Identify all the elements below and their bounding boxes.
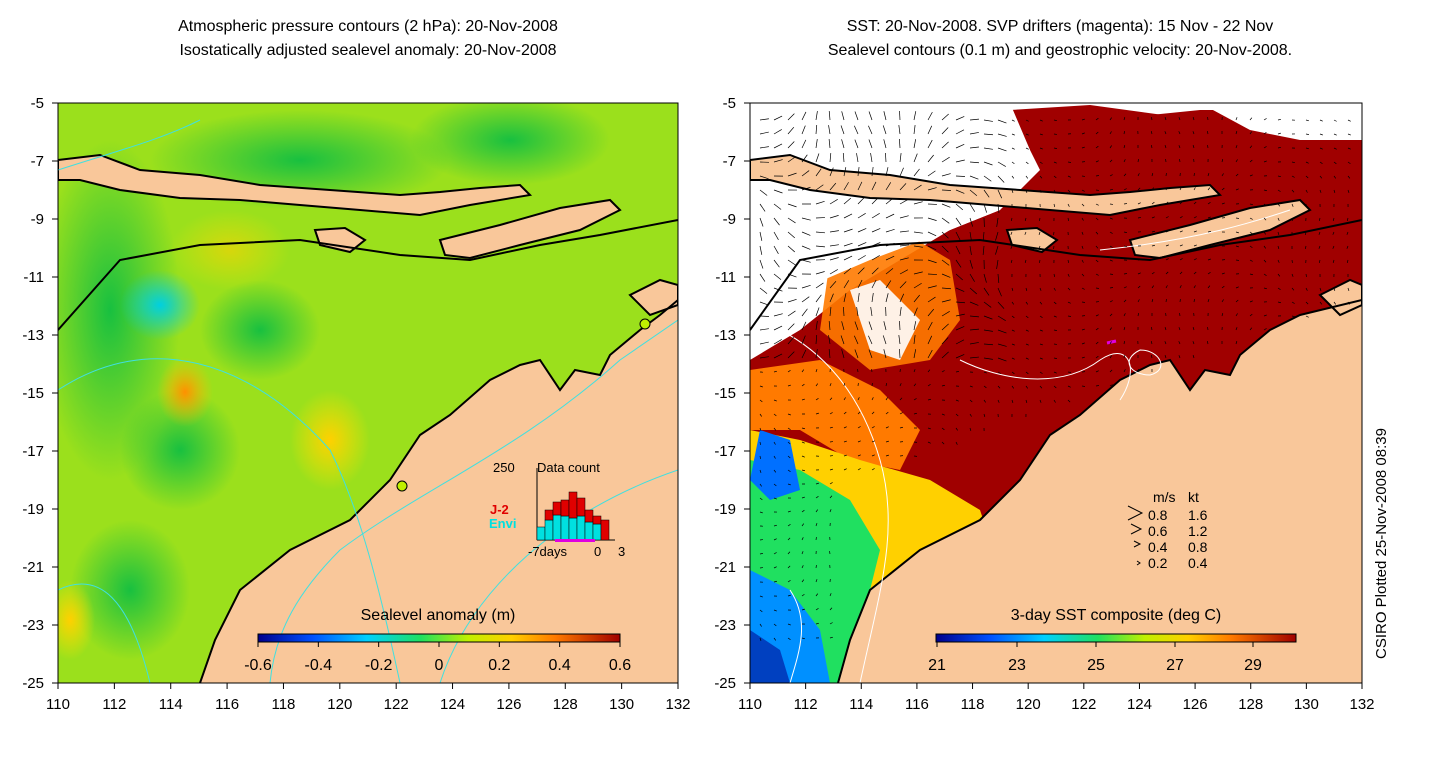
speed-row-ms: 0.2	[1148, 555, 1168, 571]
left-y-tick-label: -9	[31, 211, 44, 228]
left-x-tick-label: 124	[440, 696, 465, 713]
left-colorbar-tick: -0.4	[305, 657, 333, 674]
inset-title: Data count	[537, 460, 600, 475]
left-y-tick-label: -15	[22, 385, 44, 402]
right-y-tick-label: -25	[714, 675, 736, 692]
left-x-tick-label: 130	[609, 696, 634, 713]
legend-envi: Envi	[489, 516, 516, 531]
left-colorbar-tick: 0.4	[549, 657, 571, 674]
right-y-tick-label: -15	[714, 385, 736, 402]
right-x-tick-label: 122	[1071, 696, 1096, 713]
right-x-tick-label: 124	[1127, 696, 1152, 713]
right-x-tick-label: 110	[738, 696, 762, 713]
left-y-tick-label: -13	[22, 327, 44, 344]
left-x-tick-label: 118	[271, 696, 295, 713]
right-colorbar-tick: 21	[928, 657, 946, 674]
right-x-tick-label: 132	[1349, 696, 1374, 713]
right-y-tick-label: -17	[714, 443, 736, 460]
right-title-line2: Sealevel contours (0.1 m) and geostrophi…	[750, 41, 1370, 61]
right-y-tick-label: -11	[715, 269, 736, 286]
speed-row-ms: 0.4	[1148, 539, 1168, 555]
right-x-tick-label: 126	[1183, 696, 1208, 713]
left-colorbar-label: Sealevel anomaly (m)	[361, 607, 516, 624]
left-x-tick-label: 132	[665, 696, 690, 713]
left-colorbar-tick: 0	[435, 657, 444, 674]
left-x-tick-label: 112	[102, 696, 126, 713]
inset-x-label: 0	[594, 544, 601, 559]
left-colorbar-tick: 0.2	[488, 657, 510, 674]
right-x-tick-label: 118	[961, 696, 985, 713]
left-y-tick-label: -19	[22, 501, 44, 518]
speed-header-kt: kt	[1188, 489, 1199, 505]
right-x-tick-label: 128	[1238, 696, 1263, 713]
left-y-tick-label: -7	[31, 153, 44, 170]
right-map	[750, 103, 1362, 683]
left-y-tick-label: -23	[22, 617, 44, 634]
right-x-tick-label: 114	[849, 696, 873, 713]
legend-j2: J-2	[490, 502, 509, 517]
speed-row-kt: 1.6	[1188, 507, 1208, 523]
right-y-tick-label: -19	[714, 501, 736, 518]
right-y-tick-label: -9	[723, 211, 736, 228]
left-colorbar-tick: -0.2	[365, 657, 393, 674]
left-x-tick-label: 110	[46, 696, 70, 713]
left-x-tick-label: 128	[553, 696, 578, 713]
right-y-tick-label: -7	[723, 153, 736, 170]
speed-row-kt: 1.2	[1188, 523, 1208, 539]
right-title-line1: SST: 20-Nov-2008. SVP drifters (magenta)…	[750, 17, 1370, 37]
left-x-tick-label: 122	[384, 696, 409, 713]
left-x-tick-label: 114	[159, 696, 183, 713]
speed-row-kt: 0.8	[1188, 539, 1208, 555]
speed-header-ms: m/s	[1153, 489, 1176, 505]
right-colorbar-tick: 29	[1244, 657, 1262, 674]
right-y-tick-label: -5	[723, 95, 736, 112]
right-y-tick-label: -21	[714, 559, 736, 576]
left-colorbar-tick: -0.6	[244, 657, 272, 674]
right-y-tick-label: -13	[714, 327, 736, 344]
right-x-tick-label: 116	[905, 696, 929, 713]
left-x-tick-label: 116	[215, 696, 239, 713]
right-colorbar-tick: 27	[1166, 657, 1184, 674]
speed-row-ms: 0.8	[1148, 507, 1168, 523]
left-y-tick-label: -25	[22, 675, 44, 692]
left-y-tick-label: -17	[22, 443, 44, 460]
tide-gauge-marker	[640, 319, 650, 329]
right-colorbar-tick: 25	[1087, 657, 1105, 674]
right-colorbar-label: 3-day SST composite (deg C)	[1011, 607, 1221, 624]
plot-credit: CSIRO Plotted 25-Nov-2008 08:39	[1373, 428, 1390, 659]
left-title-line2: Isostatically adjusted sealevel anomaly:…	[58, 41, 678, 61]
left-y-tick-label: -11	[23, 269, 44, 286]
inset-y-label: 250	[493, 460, 515, 475]
inset-x-label: 3	[618, 544, 625, 559]
left-y-tick-label: -5	[31, 95, 44, 112]
right-x-tick-label: 120	[1016, 696, 1041, 713]
speed-row-kt: 0.4	[1188, 555, 1208, 571]
right-colorbar-tick: 23	[1008, 657, 1026, 674]
figure-canvas: 250 Data count -7days 0 3 J-2 Envi Seale…	[0, 60, 1440, 780]
right-x-tick-label: 130	[1294, 696, 1319, 713]
left-title-line1: Atmospheric pressure contours (2 hPa): 2…	[58, 17, 678, 37]
right-x-tick-label: 112	[794, 696, 818, 713]
left-map	[40, 95, 678, 683]
left-x-tick-label: 120	[327, 696, 352, 713]
left-colorbar-tick: 0.6	[609, 657, 631, 674]
right-y-tick-label: -23	[714, 617, 736, 634]
left-x-tick-label: 126	[496, 696, 521, 713]
speed-row-ms: 0.6	[1148, 523, 1168, 539]
tide-gauge-marker	[397, 481, 407, 491]
inset-x-label: -7days	[528, 544, 568, 559]
left-y-tick-label: -21	[22, 559, 44, 576]
